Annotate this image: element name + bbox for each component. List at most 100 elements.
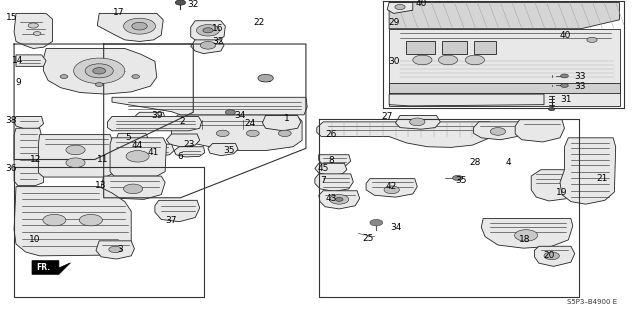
Polygon shape <box>515 120 564 142</box>
Circle shape <box>410 118 425 126</box>
Circle shape <box>465 55 484 65</box>
Circle shape <box>95 83 103 86</box>
Polygon shape <box>191 40 224 54</box>
Polygon shape <box>208 144 238 156</box>
Text: 42: 42 <box>386 182 397 191</box>
Circle shape <box>124 18 156 34</box>
Text: 38: 38 <box>6 116 17 125</box>
Text: 43: 43 <box>326 194 337 203</box>
Text: 13: 13 <box>95 181 107 190</box>
Circle shape <box>85 64 113 78</box>
Text: 4: 4 <box>506 158 511 167</box>
Text: 19: 19 <box>556 189 568 197</box>
Circle shape <box>196 25 220 36</box>
Polygon shape <box>172 115 302 151</box>
Polygon shape <box>531 170 581 201</box>
Text: 22: 22 <box>253 18 265 27</box>
Text: 32: 32 <box>212 37 223 46</box>
Circle shape <box>60 75 68 78</box>
Text: 18: 18 <box>519 235 531 244</box>
Polygon shape <box>406 41 435 54</box>
Text: 40: 40 <box>559 31 571 40</box>
Text: 17: 17 <box>113 8 124 17</box>
Polygon shape <box>317 122 492 147</box>
Circle shape <box>278 130 291 137</box>
Text: 39: 39 <box>151 111 163 120</box>
Polygon shape <box>110 138 166 176</box>
Text: 25: 25 <box>362 234 374 243</box>
Text: FR.: FR. <box>36 263 50 272</box>
Text: 26: 26 <box>326 130 337 139</box>
Circle shape <box>203 28 213 33</box>
Polygon shape <box>14 13 52 48</box>
Text: 28: 28 <box>469 158 481 167</box>
Text: 45: 45 <box>317 164 329 173</box>
Circle shape <box>587 37 597 42</box>
Polygon shape <box>474 41 496 54</box>
Polygon shape <box>108 116 202 131</box>
Polygon shape <box>116 133 148 145</box>
Circle shape <box>452 175 463 181</box>
Text: 30: 30 <box>388 57 399 66</box>
Circle shape <box>335 197 343 201</box>
Polygon shape <box>166 134 200 147</box>
Text: 2: 2 <box>180 117 185 126</box>
Circle shape <box>126 151 149 162</box>
Polygon shape <box>262 115 301 131</box>
Circle shape <box>74 58 125 84</box>
Polygon shape <box>136 112 165 123</box>
Polygon shape <box>14 128 44 186</box>
Polygon shape <box>319 191 360 209</box>
Text: 9: 9 <box>15 78 20 87</box>
Circle shape <box>28 23 38 28</box>
Circle shape <box>109 246 122 253</box>
Circle shape <box>175 0 186 5</box>
Polygon shape <box>319 155 351 167</box>
Polygon shape <box>97 13 163 41</box>
Text: 1: 1 <box>284 114 289 123</box>
Text: 40: 40 <box>415 0 427 8</box>
Polygon shape <box>315 174 353 191</box>
Circle shape <box>93 68 106 74</box>
Circle shape <box>33 32 41 35</box>
Circle shape <box>66 158 85 167</box>
Circle shape <box>561 84 568 87</box>
Polygon shape <box>44 48 157 94</box>
Polygon shape <box>14 116 44 129</box>
Polygon shape <box>560 138 616 204</box>
Polygon shape <box>112 97 307 115</box>
Polygon shape <box>396 115 440 129</box>
Text: 6: 6 <box>178 152 183 161</box>
Circle shape <box>370 219 383 226</box>
Text: 5: 5 <box>125 133 131 142</box>
Circle shape <box>561 74 568 78</box>
Polygon shape <box>534 246 575 266</box>
Text: 7: 7 <box>321 176 326 185</box>
Circle shape <box>515 230 538 241</box>
Polygon shape <box>16 55 46 66</box>
Text: 44: 44 <box>132 141 143 150</box>
Circle shape <box>258 74 273 82</box>
Text: 8: 8 <box>329 156 334 165</box>
Circle shape <box>544 252 559 260</box>
Circle shape <box>79 214 102 226</box>
Text: 21: 21 <box>596 174 607 183</box>
Polygon shape <box>579 33 605 47</box>
Polygon shape <box>155 200 200 222</box>
Circle shape <box>395 4 405 10</box>
Circle shape <box>413 55 432 65</box>
Text: 3: 3 <box>118 245 123 254</box>
Polygon shape <box>389 83 620 93</box>
Polygon shape <box>315 163 347 175</box>
Polygon shape <box>174 147 205 157</box>
Polygon shape <box>14 187 131 256</box>
Polygon shape <box>389 29 620 106</box>
Polygon shape <box>261 75 270 81</box>
Polygon shape <box>474 122 522 140</box>
Polygon shape <box>38 135 114 177</box>
Text: 35: 35 <box>223 146 235 155</box>
Polygon shape <box>101 176 165 199</box>
Polygon shape <box>366 179 417 197</box>
Text: 36: 36 <box>6 164 17 173</box>
Circle shape <box>438 55 458 65</box>
